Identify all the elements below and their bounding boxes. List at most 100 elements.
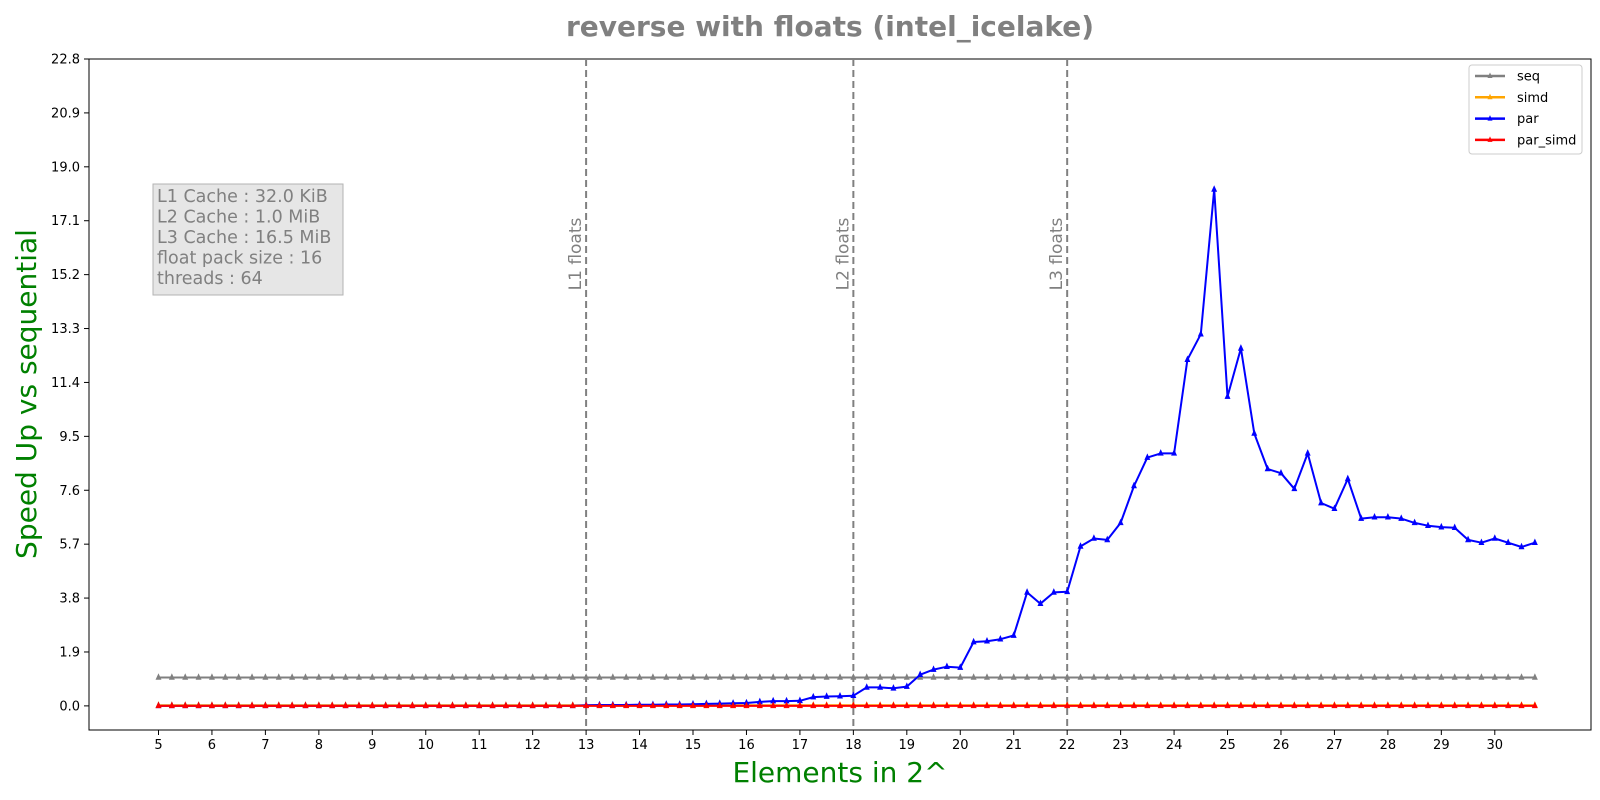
data-point-seq — [1171, 673, 1178, 680]
data-point-par_simd — [1451, 701, 1458, 709]
data-point-seq — [476, 673, 483, 680]
data-point-par_simd — [168, 701, 175, 709]
data-point-par_simd — [1518, 701, 1525, 709]
data-point-par — [1197, 329, 1204, 337]
data-point-par_simd — [489, 701, 496, 709]
data-point-seq — [1438, 673, 1445, 680]
data-point-par — [1438, 522, 1445, 530]
data-point-par_simd — [1465, 701, 1472, 709]
data-point-seq — [1131, 673, 1137, 680]
data-point-seq — [716, 673, 723, 680]
data-point-seq — [489, 673, 496, 680]
data-point-seq — [837, 673, 843, 680]
data-point-seq — [1157, 673, 1164, 680]
data-point-par_simd — [569, 701, 576, 709]
data-point-seq — [195, 673, 202, 680]
data-point-par — [1131, 481, 1137, 489]
data-point-par_simd — [1384, 701, 1391, 709]
data-point-par_simd — [663, 701, 670, 709]
data-point-par_simd — [1251, 701, 1258, 709]
data-point-par_simd — [1291, 701, 1298, 709]
legend-marker-simd — [1487, 93, 1493, 100]
data-point-par_simd — [730, 701, 737, 709]
data-point-par_simd — [917, 701, 924, 709]
data-point-seq — [1077, 673, 1084, 680]
data-point-seq — [997, 673, 1004, 680]
data-point-par_simd — [743, 701, 750, 709]
data-point-seq — [1024, 673, 1031, 680]
data-point-seq — [182, 673, 189, 680]
data-point-par_simd — [837, 701, 843, 709]
data-point-par_simd — [596, 701, 603, 709]
data-point-par — [890, 684, 897, 691]
data-point-par_simd — [289, 701, 296, 709]
data-point-par — [1144, 453, 1151, 460]
data-point-seq — [556, 673, 563, 680]
data-point-par_simd — [1077, 701, 1084, 709]
y-axis-title: Speed Up vs sequential — [10, 229, 43, 559]
data-point-par — [863, 683, 870, 690]
data-point-par_simd — [208, 701, 215, 709]
info-box-background — [152, 183, 344, 296]
data-point-par_simd — [1531, 701, 1538, 709]
x-tick-label: 18 — [845, 738, 862, 753]
data-point-seq — [342, 673, 349, 680]
legend-marker-par_simd — [1487, 136, 1493, 142]
data-point-seq — [730, 673, 737, 680]
data-point-par_simd — [716, 701, 723, 709]
data-point-par — [1237, 344, 1244, 351]
data-point-par_simd — [1505, 701, 1512, 709]
data-point-par_simd — [1224, 701, 1231, 709]
y-tick-label: 7.6 — [59, 484, 80, 499]
x-tick-label: 16 — [738, 738, 755, 753]
data-point-seq — [1398, 673, 1405, 680]
data-point-par_simd — [1131, 701, 1137, 709]
data-point-par — [1117, 518, 1124, 526]
data-point-seq — [329, 673, 336, 680]
data-point-par_simd — [823, 701, 830, 709]
data-point-seq — [1518, 673, 1525, 680]
data-point-seq — [569, 673, 576, 680]
data-point-par_simd — [396, 701, 402, 709]
data-point-par_simd — [1090, 701, 1097, 709]
legend-label-par_simd: par_simd — [1517, 133, 1576, 148]
data-point-seq — [596, 673, 603, 680]
data-point-seq — [770, 673, 777, 680]
data-point-par — [1264, 464, 1271, 472]
x-tick-label: 20 — [952, 738, 969, 753]
data-point-par — [943, 662, 950, 670]
data-point-seq — [984, 673, 990, 680]
data-point-seq — [249, 673, 255, 680]
data-point-par_simd — [315, 701, 322, 709]
data-point-par_simd — [409, 701, 416, 709]
y-tick-label: 5.7 — [59, 538, 80, 553]
y-tick-label: 19.0 — [51, 160, 80, 175]
data-point-seq — [783, 673, 790, 680]
cache-markers: L1 floats L2 floats L3 floats — [566, 59, 1069, 730]
data-point-par — [1491, 534, 1498, 541]
data-point-par_simd — [850, 701, 857, 709]
data-point-seq — [235, 673, 242, 680]
legend-marker-par — [1487, 115, 1493, 121]
data-point-par_simd — [1478, 701, 1485, 709]
data-point-par_simd — [275, 701, 282, 709]
x-tick-label: 13 — [578, 738, 595, 753]
legend: seq simd par par_simd — [1468, 64, 1583, 155]
data-point-seq — [462, 673, 469, 680]
info-line: L3 Cache : 16.5 MiB — [157, 228, 331, 248]
data-point-par — [1411, 518, 1418, 526]
data-point-par_simd — [476, 701, 483, 709]
data-point-seq — [1358, 673, 1365, 680]
x-tick-label: 14 — [631, 738, 648, 753]
data-point-seq — [1117, 673, 1124, 680]
data-point-par — [1278, 469, 1284, 476]
data-point-par — [1344, 474, 1351, 482]
data-point-par — [1451, 523, 1458, 531]
data-point-par_simd — [796, 701, 803, 709]
data-point-par_simd — [1438, 701, 1445, 709]
data-point-seq — [155, 673, 162, 680]
data-point-par — [1171, 449, 1178, 456]
legend-box — [1468, 64, 1583, 155]
data-point-seq — [943, 673, 950, 680]
data-point-par_simd — [1411, 701, 1418, 709]
